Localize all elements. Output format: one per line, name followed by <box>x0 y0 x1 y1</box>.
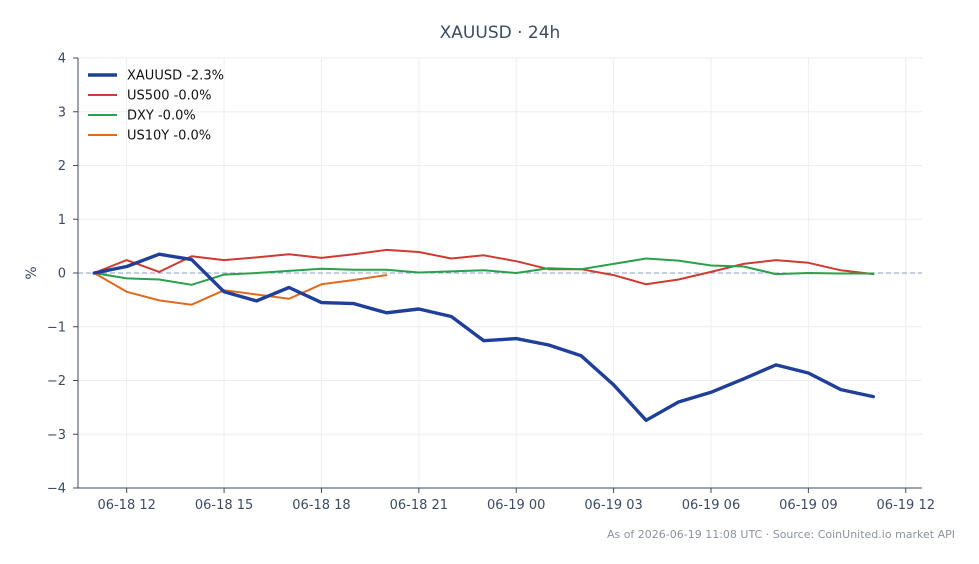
series-line-0 <box>92 252 875 422</box>
y-axis-label: % <box>24 266 40 279</box>
x-axis-ticks: 06-18 12 06-18 15 06-18 18 06-18 21 06-19 00… <box>97 488 935 513</box>
series-line-2 <box>93 257 875 286</box>
legend-label-2: DXY -0.0% <box>127 109 196 124</box>
x-tick-label-4: 06-19 00 <box>487 498 545 513</box>
legend: XAUUSD -2.3% US500 -0.0% DXY -0.0% US10Y -0… <box>88 69 224 144</box>
series-layer <box>92 248 875 422</box>
y-tick-label-1: 3 <box>58 105 66 120</box>
legend-label-0: XAUUSD -2.3% <box>127 69 224 84</box>
legend-label-3: US10Y -0.0% <box>127 129 211 144</box>
y-tick-label-2: 2 <box>58 159 66 174</box>
y-tick-label-5: −1 <box>47 320 66 335</box>
y-tick-label-8: −4 <box>47 482 66 497</box>
y-tick-label-0: 4 <box>58 52 66 67</box>
y-axis-ticks: 4 3 2 1 0 −1 −2 −3 −4 <box>47 52 78 497</box>
legend-label-1: US500 -0.0% <box>127 89 211 104</box>
x-tick-label-6: 06-19 06 <box>682 498 740 513</box>
x-tick-label-7: 06-19 09 <box>779 498 837 513</box>
y-tick-label-3: 1 <box>58 213 66 228</box>
series-line-1 <box>93 248 875 286</box>
y-tick-label-4: 0 <box>58 267 66 282</box>
footer-caption: As of 2026-06-19 11:08 UTC · Source: Coi… <box>607 528 955 541</box>
series-line-3 <box>93 272 388 306</box>
chart-title: XAUUSD · 24h <box>440 23 561 43</box>
x-tick-label-8: 06-19 12 <box>877 498 935 513</box>
x-tick-label-5: 06-19 03 <box>584 498 642 513</box>
y-tick-label-6: −2 <box>47 374 66 389</box>
x-tick-label-1: 06-18 15 <box>195 498 253 513</box>
x-tick-label-0: 06-18 12 <box>97 498 155 513</box>
x-tick-label-2: 06-18 18 <box>292 498 350 513</box>
y-tick-label-7: −3 <box>47 428 66 443</box>
x-tick-label-3: 06-18 21 <box>390 498 448 513</box>
